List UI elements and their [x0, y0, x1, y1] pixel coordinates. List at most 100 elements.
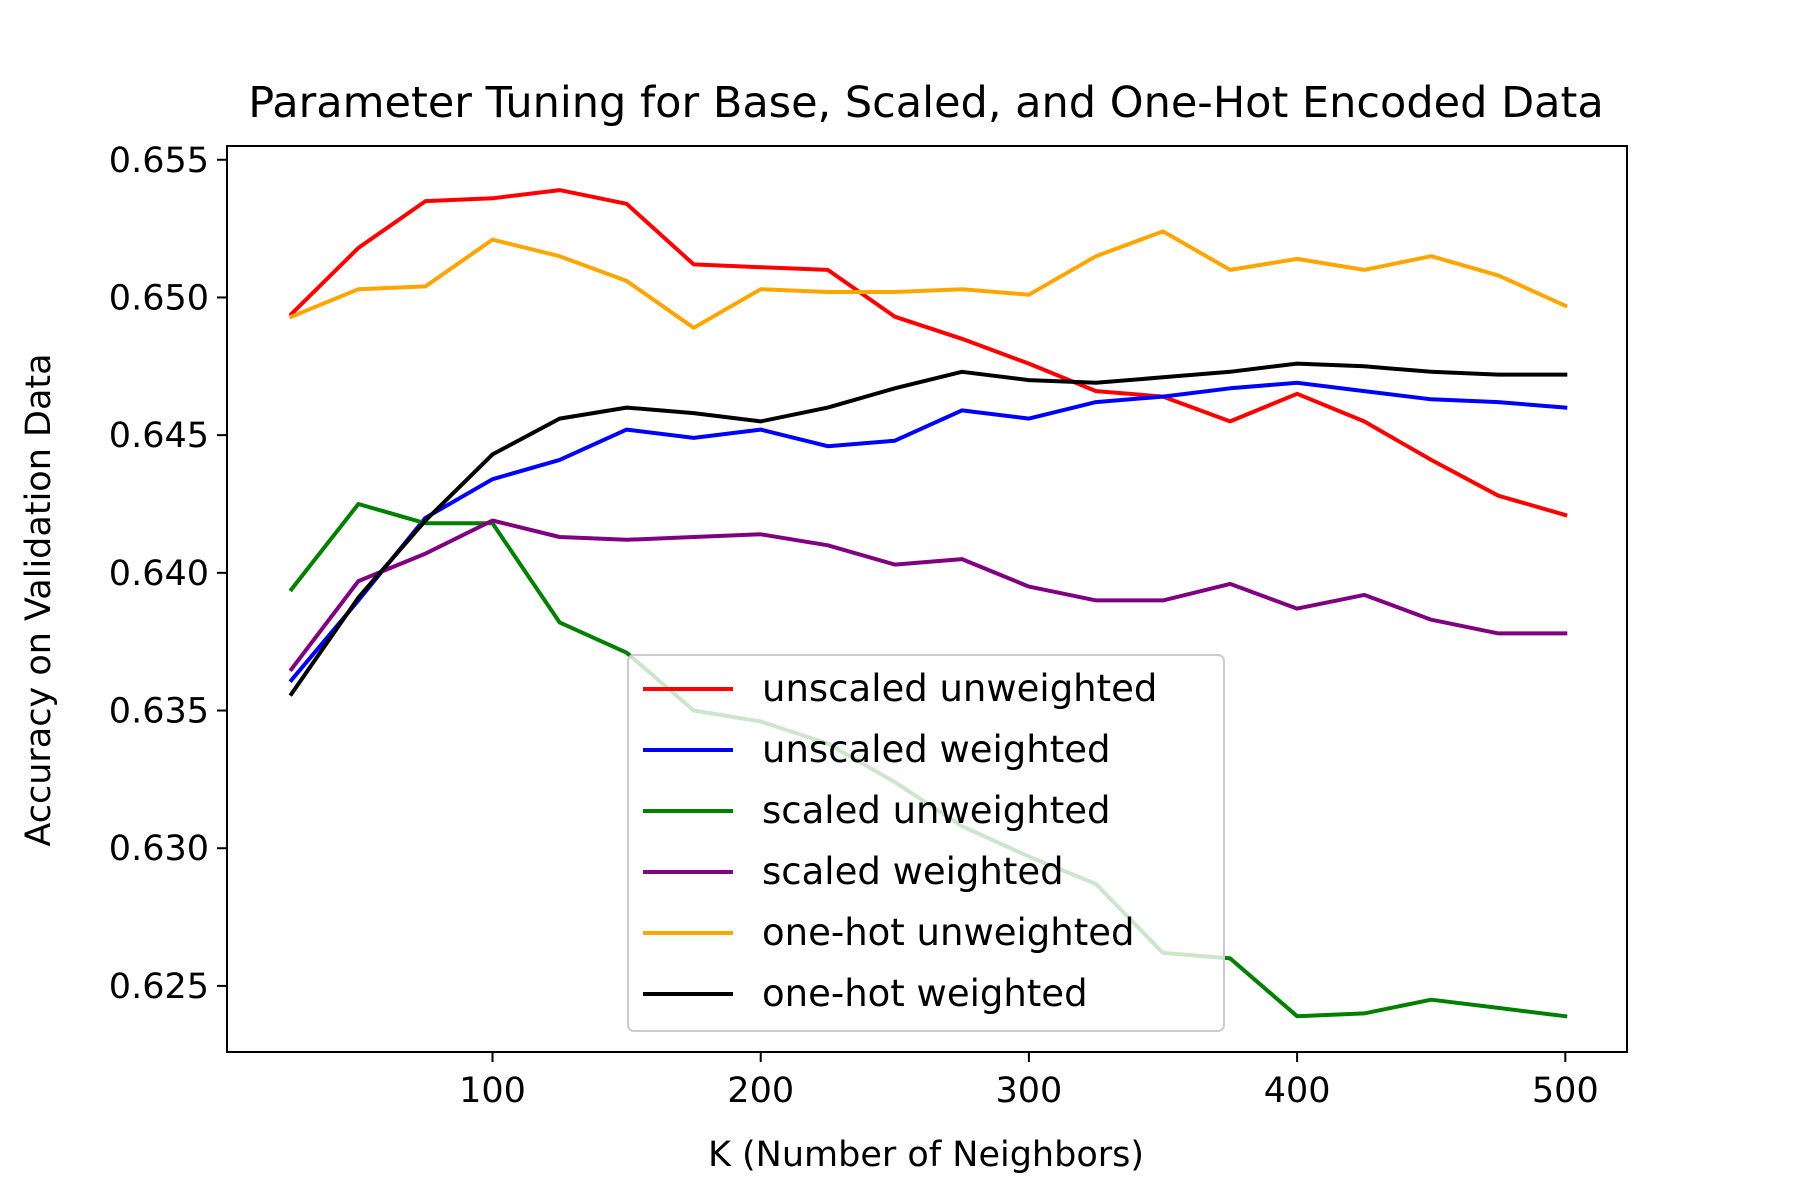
data-point-one-hot-weighted — [960, 370, 964, 374]
data-point-scaled-weighted — [759, 532, 763, 536]
data-point-unscaled-unweighted — [1228, 419, 1232, 423]
data-point-unscaled-unweighted — [356, 246, 360, 250]
series-line-one-hot-unweighted — [288, 229, 1568, 330]
data-point-one-hot-unweighted — [893, 290, 897, 294]
data-point-one-hot-weighted — [759, 419, 763, 423]
data-point-one-hot-weighted — [424, 519, 428, 523]
data-point-scaled-weighted — [424, 552, 428, 556]
data-point-one-hot-unweighted — [289, 315, 293, 319]
data-point-scaled-weighted — [289, 667, 293, 671]
x-tick-label: 200 — [727, 1071, 794, 1111]
series-line-one-hot-weighted — [288, 361, 1568, 697]
data-point-one-hot-weighted — [893, 386, 897, 390]
y-tick-label: 0.655 — [109, 141, 209, 181]
data-point-unscaled-weighted — [960, 408, 964, 412]
data-point-one-hot-weighted — [1027, 378, 1031, 382]
data-point-unscaled-weighted — [692, 436, 696, 440]
data-point-scaled-weighted — [1496, 631, 1500, 635]
data-point-unscaled-weighted — [1362, 389, 1366, 393]
y-tick-label: 0.635 — [109, 692, 209, 732]
data-point-scaled-weighted — [356, 579, 360, 583]
data-point-unscaled-unweighted — [1563, 513, 1567, 517]
data-point-scaled-unweighted — [625, 651, 629, 655]
data-point-one-hot-unweighted — [1496, 273, 1500, 277]
data-point-one-hot-unweighted — [558, 254, 562, 258]
data-point-scaled-unweighted — [1563, 1014, 1567, 1018]
data-point-scaled-weighted — [558, 535, 562, 539]
data-point-scaled-weighted — [826, 543, 830, 547]
legend-label-unscaled-unweighted: unscaled unweighted — [762, 667, 1157, 710]
data-point-one-hot-weighted — [1563, 373, 1567, 377]
x-tick-label: 100 — [459, 1071, 526, 1111]
legend-label-one-hot-unweighted: one-hot unweighted — [762, 911, 1134, 954]
data-point-one-hot-weighted — [826, 406, 830, 410]
data-point-unscaled-unweighted — [558, 188, 562, 192]
data-point-one-hot-unweighted — [1094, 254, 1098, 258]
data-point-unscaled-weighted — [826, 444, 830, 448]
chart-title: Parameter Tuning for Base, Scaled, and O… — [248, 78, 1604, 128]
data-point-unscaled-unweighted — [1027, 362, 1031, 366]
data-point-one-hot-weighted — [625, 406, 629, 410]
data-point-scaled-weighted — [1362, 593, 1366, 597]
data-point-one-hot-unweighted — [1563, 304, 1567, 308]
data-point-one-hot-unweighted — [1161, 229, 1165, 233]
data-point-one-hot-unweighted — [356, 287, 360, 291]
data-point-one-hot-unweighted — [692, 326, 696, 330]
series-line-unscaled-unweighted — [288, 188, 1568, 518]
data-point-unscaled-weighted — [1027, 417, 1031, 421]
data-point-unscaled-unweighted — [1429, 458, 1433, 462]
data-point-unscaled-weighted — [289, 678, 293, 682]
data-point-one-hot-unweighted — [625, 279, 629, 283]
data-point-one-hot-unweighted — [1295, 257, 1299, 261]
data-point-one-hot-weighted — [1429, 370, 1433, 374]
data-point-unscaled-unweighted — [1295, 392, 1299, 396]
axis-ticks: 100 200 300 400 500 0.625 0.630 0.635 0.640 0.645… — [109, 141, 1599, 1111]
data-point-unscaled-weighted — [1295, 381, 1299, 385]
data-point-scaled-unweighted — [1496, 1006, 1500, 1010]
data-point-one-hot-weighted — [558, 417, 562, 421]
data-point-unscaled-unweighted — [491, 196, 495, 200]
y-tick-label: 0.650 — [109, 278, 209, 318]
data-point-unscaled-unweighted — [893, 315, 897, 319]
data-point-one-hot-unweighted — [826, 290, 830, 294]
data-point-scaled-weighted — [1027, 585, 1031, 589]
legend-label-scaled-weighted: scaled weighted — [762, 850, 1064, 893]
data-point-one-hot-weighted — [692, 411, 696, 415]
data-point-scaled-unweighted — [1228, 956, 1232, 960]
data-point-unscaled-weighted — [491, 477, 495, 481]
data-point-one-hot-weighted — [289, 692, 293, 696]
data-point-one-hot-unweighted — [491, 238, 495, 242]
y-tick-label: 0.625 — [109, 967, 209, 1007]
data-point-unscaled-unweighted — [692, 262, 696, 266]
legend: unscaled unweighted unscaled weighted scal… — [627, 654, 1225, 1032]
data-point-unscaled-unweighted — [424, 199, 428, 203]
data-point-unscaled-weighted — [1228, 386, 1232, 390]
data-point-unscaled-weighted — [1094, 400, 1098, 404]
data-point-scaled-weighted — [1429, 618, 1433, 622]
legend-items: unscaled unweighted unscaled weighted scal… — [643, 667, 1157, 1015]
data-point-one-hot-weighted — [1496, 373, 1500, 377]
data-point-unscaled-unweighted — [1496, 494, 1500, 498]
data-point-scaled-unweighted — [289, 587, 293, 591]
data-point-one-hot-weighted — [1295, 362, 1299, 366]
data-point-one-hot-weighted — [1362, 364, 1366, 368]
data-point-unscaled-unweighted — [625, 202, 629, 206]
data-point-one-hot-weighted — [1228, 370, 1232, 374]
data-point-unscaled-weighted — [1429, 397, 1433, 401]
data-point-unscaled-weighted — [558, 458, 562, 462]
series-line-scaled-weighted — [288, 518, 1568, 673]
y-axis-label: Accuracy on Validation Data — [19, 353, 59, 846]
x-tick-label: 400 — [1264, 1071, 1331, 1111]
legend-label-one-hot-weighted: one-hot weighted — [762, 972, 1088, 1015]
data-point-scaled-weighted — [692, 535, 696, 539]
data-point-unscaled-unweighted — [1094, 389, 1098, 393]
data-point-unscaled-unweighted — [1362, 419, 1366, 423]
data-point-scaled-unweighted — [1362, 1011, 1366, 1015]
data-point-unscaled-weighted — [1563, 406, 1567, 410]
data-point-scaled-weighted — [1563, 631, 1567, 635]
y-tick-label: 0.640 — [109, 554, 209, 594]
data-point-scaled-weighted — [960, 557, 964, 561]
series-line-unscaled-weighted — [288, 380, 1568, 684]
